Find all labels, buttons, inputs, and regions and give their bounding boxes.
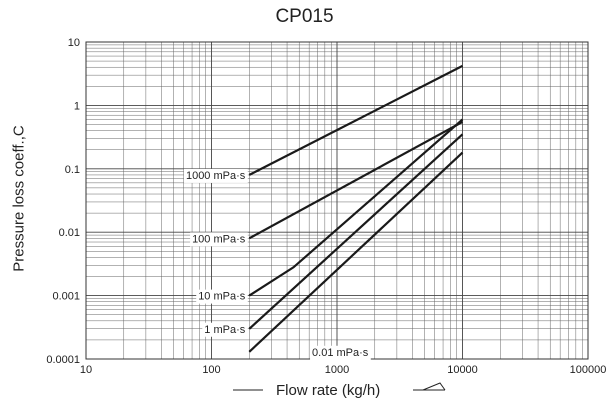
- x-axis-label: Flow rate (kg/h): [276, 382, 380, 399]
- x-tick-label: 100000: [570, 364, 607, 376]
- curve-label-background: [196, 289, 248, 304]
- y-tick-label: 0.0001: [46, 354, 80, 366]
- curve-label-background: [310, 345, 371, 360]
- y-tick-label: 10: [68, 37, 80, 49]
- curve-label: 1 mPa·s: [204, 324, 245, 336]
- flow-rate-symbol: [233, 382, 446, 391]
- x-axis-label-text: Flow rate (kg/h): [276, 382, 381, 399]
- tick-labels: 10 100 1000 10000 100000 0.0001 0.001 0.01 0.1 1 1…: [46, 37, 606, 376]
- x-tick-label: 10000: [447, 364, 478, 376]
- curve-label-background: [183, 168, 248, 183]
- chart-title: CP015: [275, 6, 334, 27]
- curve-label: 1000 mPa·s: [186, 170, 246, 182]
- curve-label-background: [190, 232, 248, 247]
- curve-label: 0.01 mPa·s: [312, 347, 369, 359]
- series-line: [248, 64, 464, 176]
- x-tick-label: 100: [202, 364, 220, 376]
- major-gridlines: [85, 42, 588, 360]
- curve-label-background: [202, 322, 248, 337]
- y-tick-label: 0.01: [59, 227, 80, 239]
- y-tick-label: 1: [74, 100, 80, 112]
- series-line: [248, 118, 464, 297]
- x-tick-label: 10: [80, 364, 92, 376]
- y-tick-label: 0.001: [52, 291, 80, 303]
- curve-label: 100 mPa·s: [192, 233, 246, 245]
- curve-label: 10 mPa·s: [198, 291, 246, 303]
- flow-direction-icon: [422, 382, 446, 391]
- series-line: [248, 133, 464, 330]
- series-line: [248, 120, 464, 240]
- y-tick-label: 0.1: [65, 164, 80, 176]
- data-series: [248, 64, 464, 353]
- series-line: [248, 151, 464, 353]
- curve-labels: 1000 mPa·s 100 mPa·s 10 mPa·s 1 mPa·s 0.01 m…: [183, 168, 371, 360]
- x-tick-label: 1000: [325, 364, 349, 376]
